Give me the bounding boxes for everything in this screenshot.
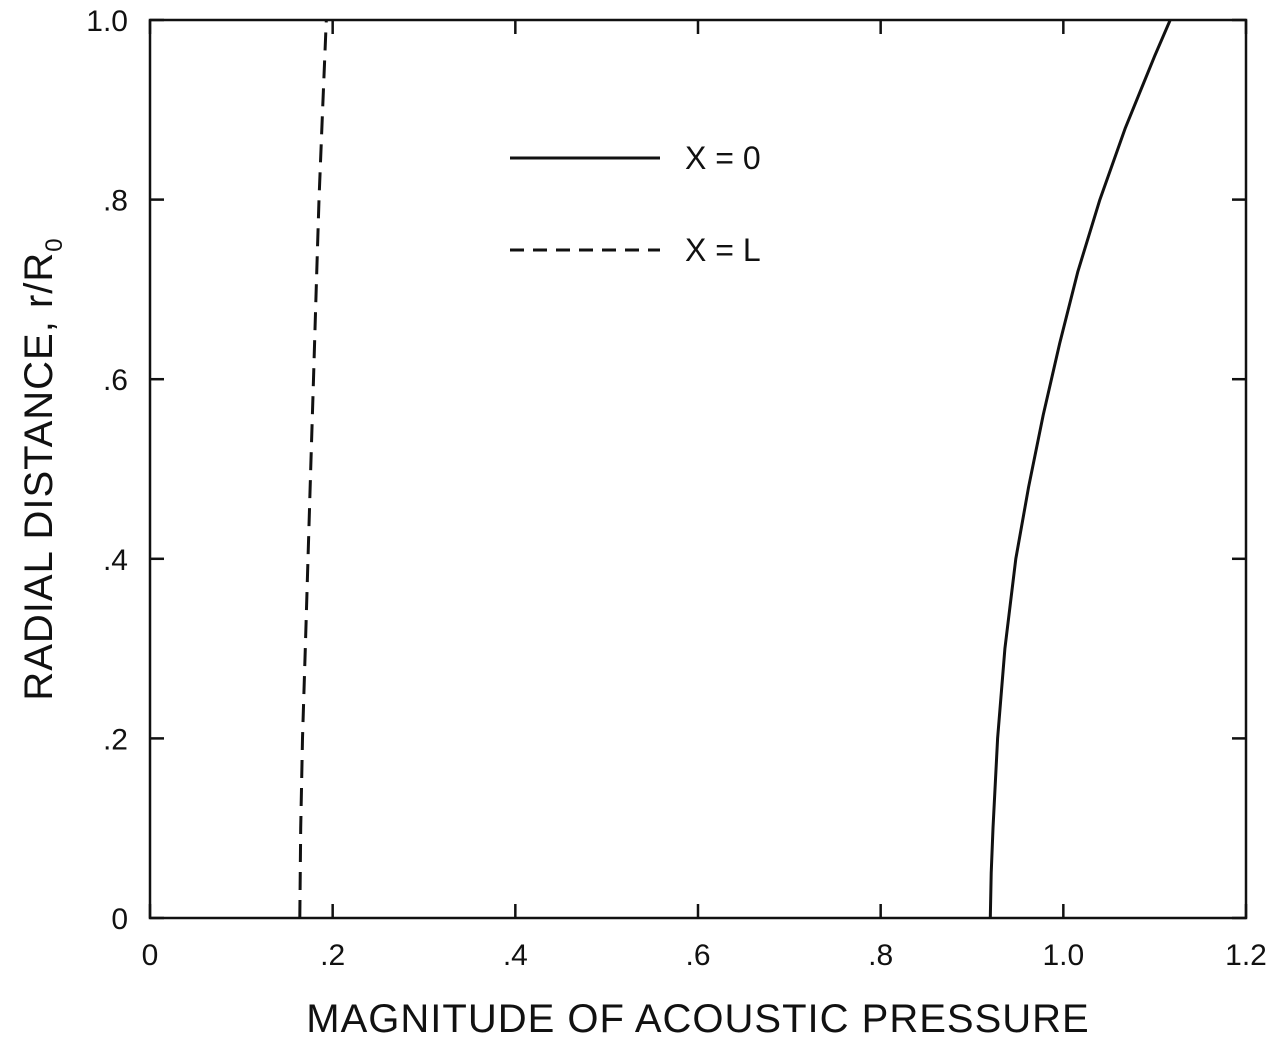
y-tick-label: .8 bbox=[103, 185, 128, 218]
y-axis-title-main: RADIAL DISTANCE, r/R bbox=[17, 252, 61, 701]
x-axis-title: MAGNITUDE OF ACOUSTIC PRESSURE bbox=[306, 997, 1089, 1039]
y-tick-label: 1.0 bbox=[86, 5, 128, 38]
y-tick-label: .4 bbox=[103, 544, 128, 577]
x-tick-label: 1.2 bbox=[1225, 939, 1267, 972]
x-tick-label: .8 bbox=[868, 939, 893, 972]
x-tick-label: 0 bbox=[142, 939, 159, 972]
y-tick-label: .2 bbox=[103, 723, 128, 756]
y-tick-label: .6 bbox=[103, 364, 128, 397]
y-tick-label: 0 bbox=[111, 903, 128, 936]
y-axis-title-subscript: 0 bbox=[41, 237, 68, 251]
legend-label: X = 0 bbox=[685, 140, 761, 176]
x-tick-label: .6 bbox=[685, 939, 710, 972]
x-tick-label: .4 bbox=[503, 939, 528, 972]
y-axis-title: RADIAL DISTANCE, r/R0 bbox=[17, 237, 68, 700]
legend: X = 0 X = L bbox=[510, 140, 761, 268]
tick-labels: 0 .2 .4 .6 .8 1.0 1.2 0 .2 .4 .6 .8 1.0 bbox=[86, 5, 1267, 972]
series-line-1 bbox=[988, 19, 1172, 919]
x-tick-label: 1.0 bbox=[1042, 939, 1084, 972]
series-line-2 bbox=[298, 19, 328, 919]
legend-label: X = L bbox=[685, 232, 761, 268]
series-layer bbox=[298, 19, 1172, 919]
tick-marks bbox=[148, 18, 1248, 920]
x-tick-label: .2 bbox=[320, 939, 345, 972]
